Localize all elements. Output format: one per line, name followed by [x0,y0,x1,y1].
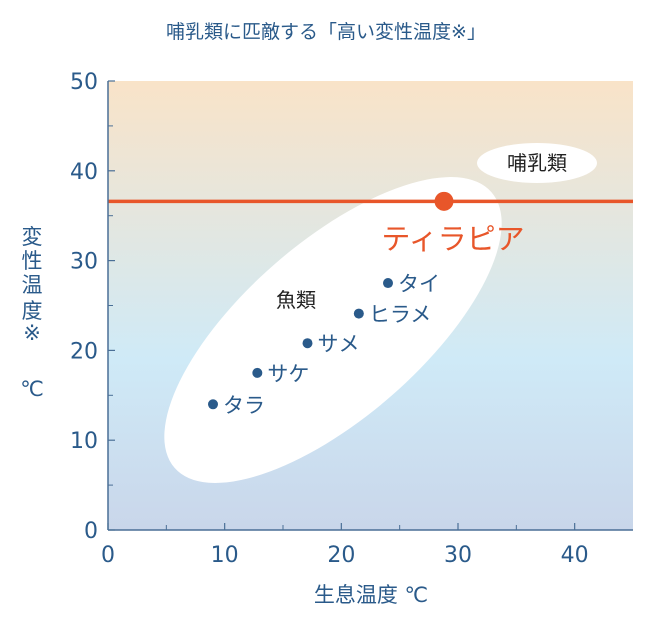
point-label: タイ [398,272,440,296]
y-tick-label: 0 [84,519,98,544]
point-label: タラ [223,393,265,417]
chart-title: 哺乳類に匹敵する「高い変性温度※」 [166,21,486,43]
y-tick-label: 40 [70,160,98,185]
y-axis-label-char: 変 [22,225,43,249]
y-axis-label-char: 温 [22,273,43,297]
y-axis-label-char: ※ [23,321,41,345]
data-point [353,308,364,319]
highlight-point [434,191,454,211]
y-axis-label-char: ℃ [20,377,44,401]
mammal-region [477,143,597,183]
highlight-label: ティラピア [381,222,524,256]
x-axis-label: 生息温度 ℃ [314,583,428,607]
data-point [302,338,313,349]
y-tick-label: 30 [70,250,98,275]
y-tick-label: 10 [70,429,98,454]
y-tick-label: 20 [70,339,98,364]
point-label: サメ [318,332,360,356]
group-label: 哺乳類 [507,151,567,175]
point-label: サケ [267,362,309,386]
fish-region [164,177,502,483]
y-axis-label-char: 性 [22,249,43,273]
group-label: 魚類 [276,288,316,312]
x-tick-label: 30 [444,543,472,568]
data-point [252,367,263,378]
y-tick-label: 50 [70,70,98,95]
point-label: ヒラメ [369,303,431,327]
data-point [208,399,218,410]
data-point [383,278,393,289]
x-tick-label: 40 [561,543,589,568]
y-axis-label-char: 度 [22,299,43,323]
x-tick-label: 20 [327,543,355,568]
y-axis-label: 変性温度※ ℃ [20,225,44,401]
x-tick-label: 10 [211,543,239,568]
x-tick-label: 0 [101,543,115,568]
